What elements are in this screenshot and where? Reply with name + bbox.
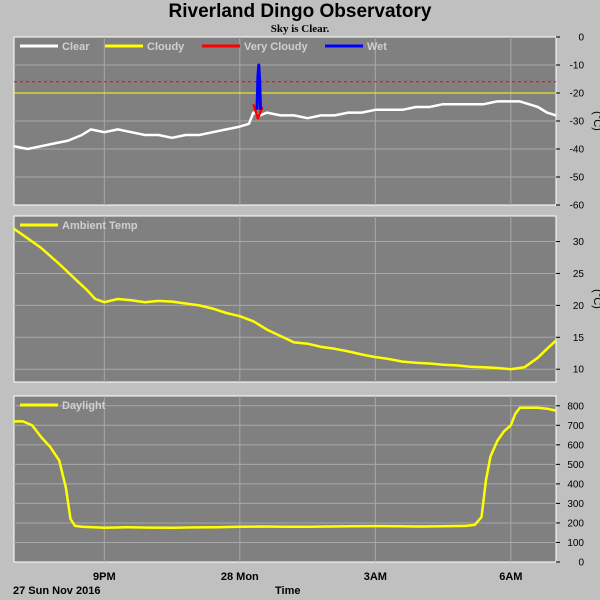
legend-entry: Cloudy — [147, 41, 185, 53]
y-tick-label: -40 — [570, 145, 585, 156]
series-line-clear — [13, 100, 557, 151]
y-tick-label: 30 — [573, 237, 585, 248]
y-tick-label: 700 — [567, 421, 584, 432]
y-tick-label: 500 — [567, 460, 584, 471]
y-tick-label: 0 — [578, 33, 584, 44]
sky-status-subtitle: Sky is Clear. — [270, 23, 330, 35]
y-tick-label: 600 — [567, 440, 584, 451]
series-line-wet — [255, 63, 263, 110]
y-axis-unit-label: (°C) — [591, 289, 600, 309]
panel-ambient-temperature: 10 15 20 25 30 Ambient Temp (°C) — [13, 215, 600, 383]
x-axis-date-label: 27 Sun Nov 2016 — [13, 585, 101, 597]
legend-entry: Very Cloudy — [244, 41, 308, 53]
panel-daylight: 0 100 200 300 400 500 600 700 800 Daylight 9PM 28 M… — [13, 395, 584, 583]
y-tick-label: -20 — [570, 89, 585, 100]
y-tick-label: 20 — [573, 301, 585, 312]
y-tick-label: -10 — [570, 61, 585, 72]
panel-sky-temperature: 0 -10 -20 -30 -40 -50 -60 Clear Cloudy Very Cloud… — [13, 33, 600, 212]
legend-entry: Clear — [62, 41, 90, 53]
panel-background — [13, 395, 557, 563]
y-tick-label: -50 — [570, 173, 585, 184]
legend-entry: Wet — [367, 41, 387, 53]
chart-title: Riverland Dingo Observatory — [168, 1, 432, 22]
series-line-daylight — [14, 406, 557, 530]
y-tick-label: 25 — [573, 269, 585, 280]
y-tick-label: 400 — [567, 479, 584, 490]
legend-entry: Daylight — [62, 400, 106, 412]
y-tick-label: 300 — [567, 499, 584, 510]
legend-entry: Ambient Temp — [62, 220, 138, 232]
y-tick-label: 100 — [567, 538, 584, 549]
series-line-very-cloudy — [252, 103, 264, 120]
x-tick-label: 6AM — [499, 571, 522, 583]
y-tick-label: -60 — [570, 201, 585, 212]
x-tick-label: 3AM — [364, 571, 387, 583]
x-tick-label: 28 Mon — [221, 571, 259, 583]
series-line-ambient-temp — [13, 227, 557, 371]
x-tick-label: 9PM — [93, 571, 116, 583]
y-tick-label: -30 — [570, 117, 585, 128]
x-axis-time-label: Time — [275, 585, 301, 597]
y-tick-label: 200 — [567, 518, 584, 529]
y-axis-unit-label: (°C) — [591, 111, 600, 131]
y-tick-label: 10 — [573, 365, 585, 376]
y-tick-label: 0 — [578, 558, 584, 569]
y-tick-label: 800 — [567, 401, 584, 412]
y-tick-label: 15 — [573, 333, 585, 344]
